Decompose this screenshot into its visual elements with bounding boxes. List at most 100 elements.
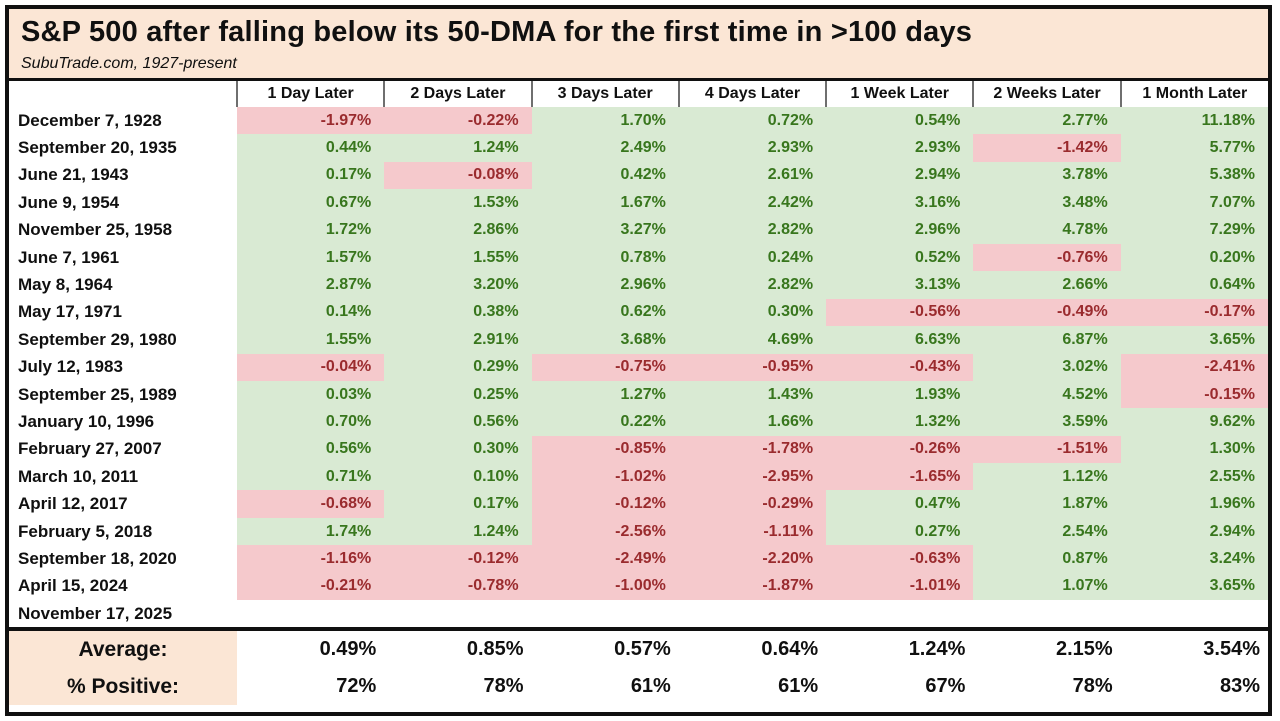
date-cell: June 7, 1961 xyxy=(9,243,237,272)
value-cell: 0.56% xyxy=(384,408,532,436)
title-block: S&P 500 after falling below its 50-DMA f… xyxy=(9,9,1268,81)
summary-value-cell: 0.85% xyxy=(384,627,532,669)
value-cell: -0.17% xyxy=(1120,298,1268,327)
value-cell: -0.22% xyxy=(384,107,532,135)
value-cell xyxy=(531,600,679,630)
value-cell: 0.52% xyxy=(826,243,974,272)
date-cell: July 12, 1983 xyxy=(9,353,237,381)
table-row: September 20, 1935 0.44% 1.24% 2.49% 2.93% 2.… xyxy=(9,134,1268,162)
value-cell: 0.30% xyxy=(678,298,827,327)
date-cell: November 17, 2025 xyxy=(9,600,237,630)
value-cell: -0.49% xyxy=(973,298,1121,327)
value-cell: 6.63% xyxy=(826,326,974,354)
date-cell: September 18, 2020 xyxy=(9,545,237,573)
value-cell: 0.14% xyxy=(237,298,385,327)
value-cell: 0.20% xyxy=(1120,243,1268,272)
value-cell: 0.62% xyxy=(531,298,679,327)
value-cell: 1.55% xyxy=(237,326,385,354)
value-cell: 4.69% xyxy=(678,326,827,354)
value-cell: 1.27% xyxy=(531,380,679,409)
summary-label-cell: Average: xyxy=(9,627,237,669)
column-header: 1 Month Later xyxy=(1119,81,1268,107)
table-row: December 7, 1928 -1.97% -0.22% 1.70% 0.72% 0.… xyxy=(9,107,1268,135)
value-cell: 0.17% xyxy=(237,161,385,190)
value-cell: 2.96% xyxy=(826,216,974,244)
value-cell: 3.20% xyxy=(384,271,532,299)
date-cell: September 20, 1935 xyxy=(9,134,237,162)
date-cell: April 15, 2024 xyxy=(9,572,237,601)
summary-value-cell: 3.54% xyxy=(1120,627,1268,669)
value-cell: -0.95% xyxy=(678,353,827,381)
value-cell: 2.49% xyxy=(531,134,679,162)
value-cell: 0.54% xyxy=(826,107,974,135)
value-cell: 2.94% xyxy=(826,161,974,190)
value-cell: 1.70% xyxy=(531,107,679,135)
value-cell: -2.49% xyxy=(531,545,679,573)
summary-value-cell: 0.64% xyxy=(678,627,827,669)
value-cell: -2.20% xyxy=(678,545,827,573)
value-cell: 0.87% xyxy=(973,545,1121,573)
summary-value-cell: 78% xyxy=(973,668,1121,706)
value-cell: -0.56% xyxy=(826,298,974,327)
value-cell: -0.15% xyxy=(1120,380,1268,409)
value-cell xyxy=(678,600,827,630)
value-cell: 2.54% xyxy=(973,517,1121,546)
date-cell: September 25, 1989 xyxy=(9,380,237,409)
value-cell: -1.00% xyxy=(531,572,679,601)
value-cell: 1.53% xyxy=(384,189,532,217)
value-cell: 1.74% xyxy=(237,517,385,546)
summary-label-cell: % Positive: xyxy=(9,668,237,706)
table-row: September 18, 2020 -1.16% -0.12% -2.49% -2.2… xyxy=(9,545,1268,573)
value-cell: 3.59% xyxy=(973,408,1121,436)
value-cell: 0.44% xyxy=(237,134,385,162)
value-cell: 0.56% xyxy=(237,435,385,464)
value-cell: 0.25% xyxy=(384,380,532,409)
date-cell: February 5, 2018 xyxy=(9,517,237,546)
table-row: April 15, 2024 -0.21% -0.78% -1.00% -1.87% -1… xyxy=(9,572,1268,601)
value-cell: 6.87% xyxy=(973,326,1121,354)
value-cell: -0.75% xyxy=(531,353,679,381)
value-cell: -0.12% xyxy=(384,545,532,573)
table-row: September 29, 1980 1.55% 2.91% 3.68% 4.69% 6.… xyxy=(9,326,1268,354)
table-row: July 12, 1983 -0.04% 0.29% -0.75% -0.95% -0.4… xyxy=(9,353,1268,381)
table-row: November 25, 1958 1.72% 2.86% 3.27% 2.82% 2.9… xyxy=(9,216,1268,244)
table-row: April 12, 2017 -0.68% 0.17% -0.12% -0.29% 0.4… xyxy=(9,490,1268,518)
date-cell: May 17, 1971 xyxy=(9,298,237,327)
summary-row: Average: 0.49% 0.85% 0.57% 0.64% 1.24% 2.15% 3.… xyxy=(9,627,1268,669)
value-cell: 4.52% xyxy=(973,380,1121,409)
value-cell: 1.96% xyxy=(1120,490,1268,518)
value-cell: 3.13% xyxy=(826,271,974,299)
date-cell: April 12, 2017 xyxy=(9,490,237,518)
value-cell: 0.47% xyxy=(826,490,974,518)
table-row: June 7, 1961 1.57% 1.55% 0.78% 0.24% 0.52% -0.… xyxy=(9,243,1268,272)
value-cell: 2.91% xyxy=(384,326,532,354)
value-cell: 3.16% xyxy=(826,189,974,217)
value-cell: -2.95% xyxy=(678,463,827,491)
value-cell: 2.93% xyxy=(678,134,827,162)
value-cell: 3.48% xyxy=(973,189,1121,217)
value-cell: 0.70% xyxy=(237,408,385,436)
value-cell: 0.67% xyxy=(237,189,385,217)
value-cell: 0.17% xyxy=(384,490,532,518)
summary-value-cell: 83% xyxy=(1120,668,1268,706)
value-cell: 9.62% xyxy=(1120,408,1268,436)
value-cell: 4.78% xyxy=(973,216,1121,244)
value-cell: -0.21% xyxy=(237,572,385,601)
value-cell: 1.66% xyxy=(678,408,827,436)
value-cell: 0.03% xyxy=(237,380,385,409)
date-cell: June 21, 1943 xyxy=(9,161,237,190)
table-row: May 17, 1971 0.14% 0.38% 0.62% 0.30% -0.56% -0… xyxy=(9,298,1268,327)
column-header: 1 Day Later xyxy=(235,81,385,107)
table-row: November 17, 2025 xyxy=(9,600,1268,630)
value-cell: 0.30% xyxy=(384,435,532,464)
value-cell: 3.68% xyxy=(531,326,679,354)
page-title: S&P 500 after falling below its 50-DMA f… xyxy=(21,16,973,48)
value-cell xyxy=(826,600,974,630)
value-cell: 2.82% xyxy=(678,216,827,244)
summary-value-cell: 61% xyxy=(531,668,679,706)
value-cell: -0.68% xyxy=(237,490,385,518)
value-cell: 1.55% xyxy=(384,243,532,272)
summary-value-cell: 61% xyxy=(678,668,827,706)
value-cell: 1.93% xyxy=(826,380,974,409)
value-cell: 0.72% xyxy=(678,107,827,135)
